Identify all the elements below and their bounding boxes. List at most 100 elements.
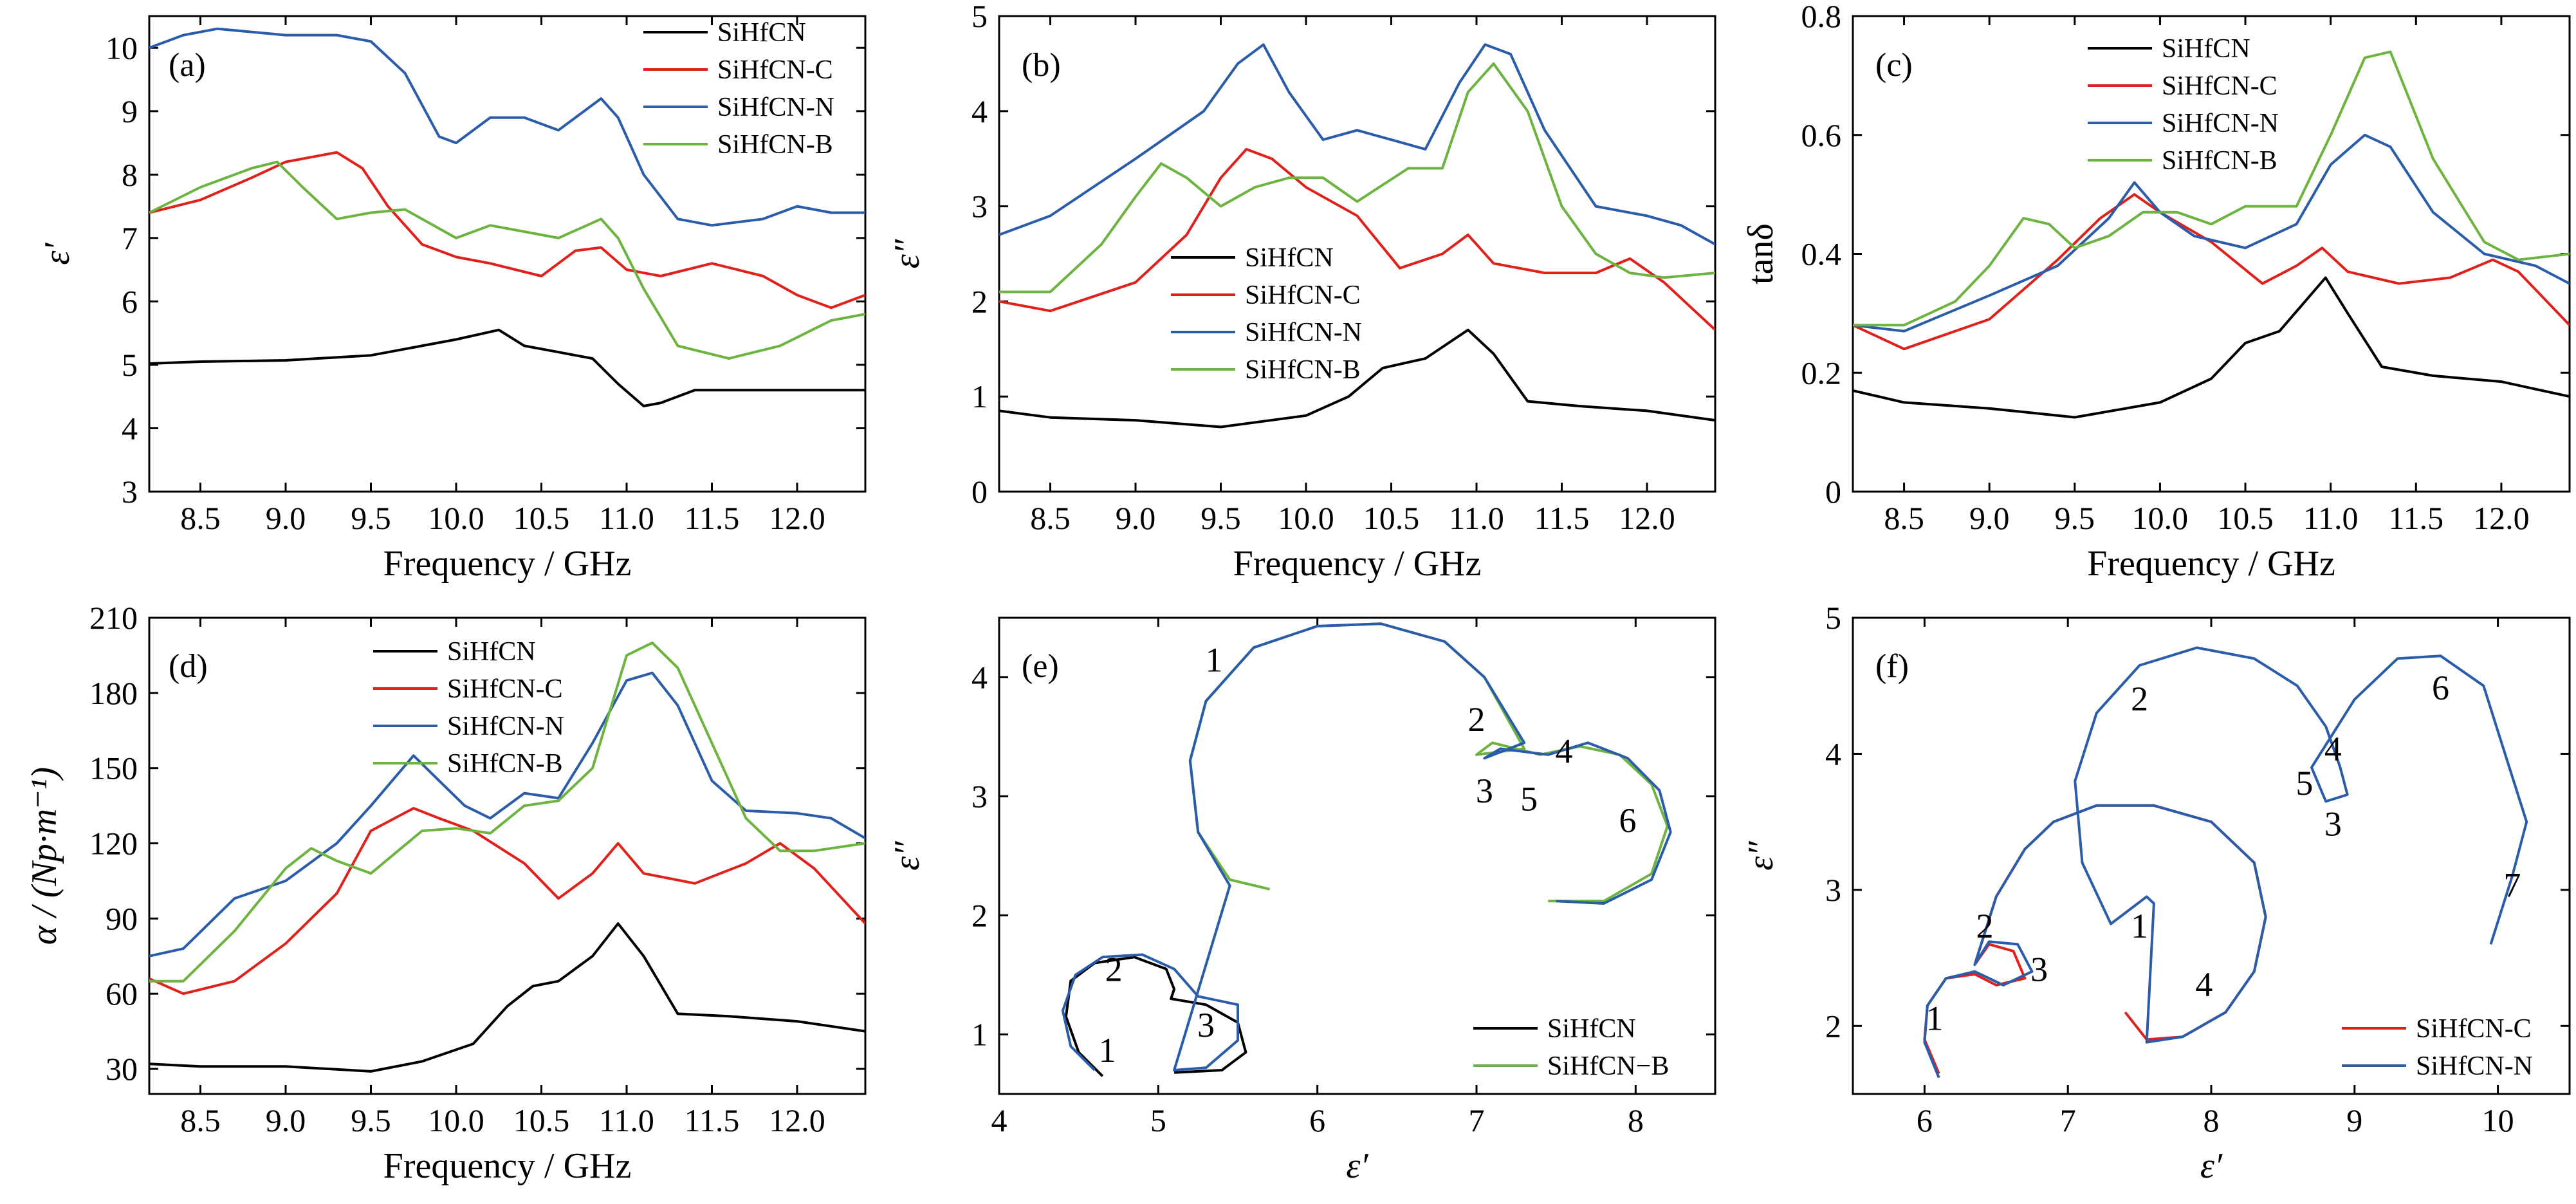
series-line-sihfcn-c bbox=[1853, 193, 2570, 351]
y-axis-label: ε′ bbox=[37, 243, 77, 265]
y-axis-label: tanδ bbox=[1741, 223, 1781, 284]
series-line-sihfcn-n bbox=[1061, 622, 1672, 1071]
series-line-sihfcn-n bbox=[149, 27, 865, 227]
y-tick-label: 60 bbox=[106, 976, 138, 1012]
arc-annotation: 1 bbox=[2131, 907, 2148, 945]
y-tick-label: 5 bbox=[1825, 600, 1841, 636]
y-axis-label: ε″ bbox=[887, 841, 927, 871]
plot-frame bbox=[998, 616, 1716, 1095]
series-line-sihfcn-c bbox=[149, 807, 865, 996]
x-tick-label: 7 bbox=[2060, 1102, 2076, 1138]
y-tick-label: 3 bbox=[1825, 872, 1841, 908]
legend-label: SiHfCN-C bbox=[1245, 281, 1361, 310]
y-tick-label: 2 bbox=[1825, 1008, 1841, 1044]
x-tick-label: 11.5 bbox=[685, 500, 740, 536]
x-tick-label: 11.0 bbox=[2303, 500, 2359, 536]
y-axis-label: ε″ bbox=[1741, 841, 1781, 871]
x-tick-label: 4 bbox=[991, 1102, 1007, 1138]
legend-label: SiHfCN-N bbox=[717, 93, 834, 122]
x-tick-label: 12.0 bbox=[769, 1102, 825, 1138]
panel-label: (a) bbox=[169, 47, 206, 84]
x-tick-label: 11.0 bbox=[599, 1102, 654, 1138]
panel-label: (d) bbox=[169, 648, 208, 685]
panel-d: 8.5 9.0 9.5 10.0 10.5 11.0 11.5 12.0 30 60 90 120 15… bbox=[24, 600, 867, 1186]
x-tick-label: 5 bbox=[1150, 1102, 1166, 1138]
x-tick-label: 10.5 bbox=[513, 1102, 570, 1138]
arc-annotation: 5 bbox=[2295, 764, 2313, 802]
series-line-sihfcn bbox=[1064, 956, 1247, 1077]
legend-label: SiHfCN-C bbox=[717, 55, 833, 85]
arc-annotation: 3 bbox=[2030, 950, 2048, 989]
x-tick-label: 11.5 bbox=[2388, 500, 2443, 536]
plot-frame bbox=[148, 15, 867, 493]
legend: SiHfCN SiHfCN−B bbox=[1473, 1014, 1669, 1081]
x-tick-label: 8 bbox=[1628, 1102, 1644, 1138]
x-tick-label: 10.5 bbox=[1363, 500, 1420, 536]
legend-label: SiHfCN-N bbox=[1245, 318, 1362, 347]
x-axis-label: Frequency / GHz bbox=[2087, 544, 2335, 584]
legend-label: SiHfCN bbox=[1547, 1014, 1636, 1044]
x-tick-label: 9 bbox=[2346, 1102, 2362, 1138]
x-tick-label: 10.5 bbox=[513, 500, 570, 536]
x-tick-label: 10.0 bbox=[428, 500, 484, 536]
series-line-sihfcn-n bbox=[1923, 646, 2528, 1079]
series-line-sihfcn-b bbox=[1853, 50, 2570, 327]
x-tick-label: 10.0 bbox=[2132, 500, 2189, 536]
legend-label: SiHfCN-N bbox=[2162, 109, 2279, 138]
series-line-sihfcn-b bbox=[149, 160, 865, 360]
legend: SiHfCN SiHfCN-C SiHfCN-N SiHfCN-B bbox=[373, 637, 564, 779]
series-line-sihfcn-b bbox=[1188, 622, 1669, 903]
legend-label: SiHfCN-C bbox=[447, 674, 563, 704]
x-tick-label: 9.0 bbox=[266, 1102, 306, 1138]
y-tick-label: 0 bbox=[971, 474, 988, 510]
arc-annotation: 3 bbox=[2324, 804, 2342, 843]
legend: SiHfCN-C SiHfCN-N bbox=[2342, 1014, 2533, 1081]
y-tick-label: 9 bbox=[122, 93, 138, 129]
y-axis-label: α / (Np·m⁻¹) bbox=[24, 767, 64, 945]
arc-annotation: 3 bbox=[1476, 772, 1493, 810]
x-tick-label: 9.0 bbox=[1116, 500, 1156, 536]
legend-label: SiHfCN-B bbox=[447, 749, 563, 779]
y-tick-label: 5 bbox=[971, 0, 988, 34]
y-tick-label: 2 bbox=[971, 283, 988, 319]
legend-label: SiHfCN−B bbox=[1547, 1051, 1669, 1081]
arc-annotation: 1 bbox=[1205, 640, 1222, 679]
y-tick-label: 180 bbox=[89, 675, 138, 711]
arc-annotation: 1 bbox=[1099, 1031, 1116, 1070]
series-line-sihfcn bbox=[1853, 276, 2570, 419]
legend: SiHfCN SiHfCN-C SiHfCN-N SiHfCN-B bbox=[1171, 243, 1362, 385]
y-tick-label: 4 bbox=[1825, 736, 1841, 772]
x-axis-label: Frequency / GHz bbox=[1233, 544, 1482, 584]
x-tick-label: 10 bbox=[2482, 1102, 2514, 1138]
x-tick-label: 9.0 bbox=[266, 500, 306, 536]
y-tick-label: 5 bbox=[122, 347, 138, 383]
series-line-sihfcn bbox=[149, 922, 865, 1073]
x-tick-label: 12.0 bbox=[2473, 500, 2530, 536]
x-tick-label: 6 bbox=[1917, 1102, 1933, 1138]
legend-label: SiHfCN-B bbox=[1245, 355, 1361, 385]
arc-annotation: 4 bbox=[2324, 730, 2342, 768]
legend-label: SiHfCN-C bbox=[2162, 71, 2277, 101]
arc-annotation: 5 bbox=[1520, 780, 1538, 819]
y-tick-label: 4 bbox=[971, 660, 988, 696]
y-tick-label: 3 bbox=[971, 779, 988, 815]
series-line-sihfcn bbox=[149, 328, 865, 407]
x-tick-label: 8.5 bbox=[1884, 500, 1924, 536]
x-tick-label: 7 bbox=[1469, 1102, 1485, 1138]
x-tick-label: 12.0 bbox=[769, 500, 825, 536]
x-tick-label: 6 bbox=[1309, 1102, 1325, 1138]
y-tick-label: 1 bbox=[971, 378, 988, 414]
series-line-sihfcn-n bbox=[149, 671, 865, 958]
series-line-sihfcn-b bbox=[149, 641, 865, 983]
y-tick-label: 30 bbox=[106, 1051, 138, 1087]
y-tick-label: 8 bbox=[122, 156, 138, 192]
y-tick-label: 6 bbox=[122, 283, 138, 319]
arc-annotation: 3 bbox=[1197, 1006, 1215, 1044]
legend-label: SiHfCN bbox=[447, 637, 536, 667]
y-tick-label: 3 bbox=[122, 474, 138, 510]
x-tick-label: 10.5 bbox=[2217, 500, 2274, 536]
x-axis-label: Frequency / GHz bbox=[383, 544, 632, 584]
y-tick-label: 120 bbox=[89, 826, 138, 862]
